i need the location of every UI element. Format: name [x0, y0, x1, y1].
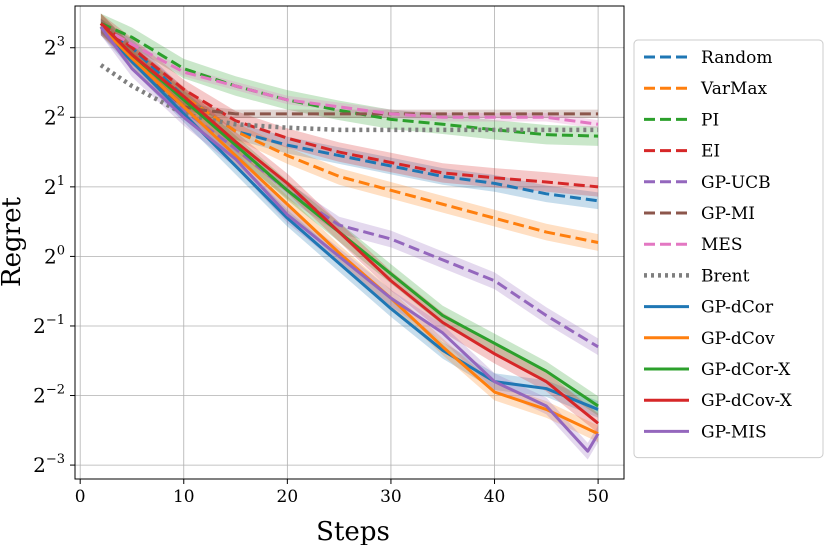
- confidence-bands: [100, 13, 599, 460]
- series-line-gp-mi: [99, 25, 599, 116]
- series-line-gp-mis: [99, 25, 600, 453]
- band-gp-dcov-x: [100, 13, 599, 434]
- legend-label: GP-MI: [701, 204, 755, 224]
- series-line-pi: [100, 22, 599, 138]
- series-line-gp-dcov: [99, 25, 599, 436]
- legend-label: GP-UCB: [701, 173, 771, 193]
- series-line-mes: [100, 25, 599, 126]
- y-tick-label: 2−2: [33, 383, 65, 408]
- x-tick-label: 10: [173, 487, 195, 507]
- legend-box: [633, 39, 824, 459]
- y-tick-label: 2−1: [33, 313, 65, 338]
- x-axis-label: Steps: [316, 517, 390, 545]
- y-axis-label: Regret: [0, 197, 27, 287]
- legend-label: Brent: [701, 266, 750, 286]
- series-line-gp-dcor: [99, 25, 599, 411]
- band-pi: [100, 13, 599, 146]
- legend-label: GP-dCor-X: [701, 360, 791, 380]
- x-axis-ticks: 0 10 20 30 40 50: [75, 479, 609, 507]
- plot-frame: [74, 5, 625, 480]
- legend-label: GP-MIS: [701, 422, 767, 442]
- legend-label: Random: [701, 48, 773, 68]
- x-tick-label: 30: [380, 487, 402, 507]
- series-line-random: [100, 25, 599, 203]
- band-gp-dcor-x: [100, 13, 599, 416]
- legend-label: GP-dCor: [701, 298, 774, 318]
- band-gp-mis: [100, 18, 599, 460]
- series-lines: [99, 22, 600, 453]
- band-varmax: [100, 18, 599, 251]
- band-ei: [100, 13, 599, 197]
- x-tick-label: 20: [277, 487, 299, 507]
- y-axis-ticks: 2−3 2−2 2−1 20 21 22 23: [33, 35, 75, 477]
- x-tick-label: 50: [587, 487, 609, 507]
- legend: Random VarMax PI EI GP-UCB GP-MI MES Brent GP-dC…: [633, 39, 824, 459]
- legend-label: GP-dCov: [701, 329, 775, 349]
- y-tick-label: 20: [44, 243, 65, 268]
- y-tick-label: 2−3: [33, 452, 65, 477]
- legend-label: GP-dCov-X: [701, 391, 793, 411]
- y-tick-label: 22: [44, 104, 65, 129]
- legend-label: EI: [701, 142, 720, 162]
- y-tick-label: 23: [44, 35, 65, 60]
- x-tick-label: 40: [484, 487, 506, 507]
- series-line-gp-dcov-x: [99, 22, 600, 425]
- legend-label: VarMax: [700, 79, 768, 99]
- series-line-gp-ucb: [99, 25, 599, 349]
- legend-label: PI: [701, 110, 719, 130]
- y-tick-label: 21: [44, 174, 65, 199]
- series-line-ei: [99, 22, 599, 189]
- legend-label: MES: [701, 235, 742, 255]
- x-tick-label: 0: [75, 487, 86, 507]
